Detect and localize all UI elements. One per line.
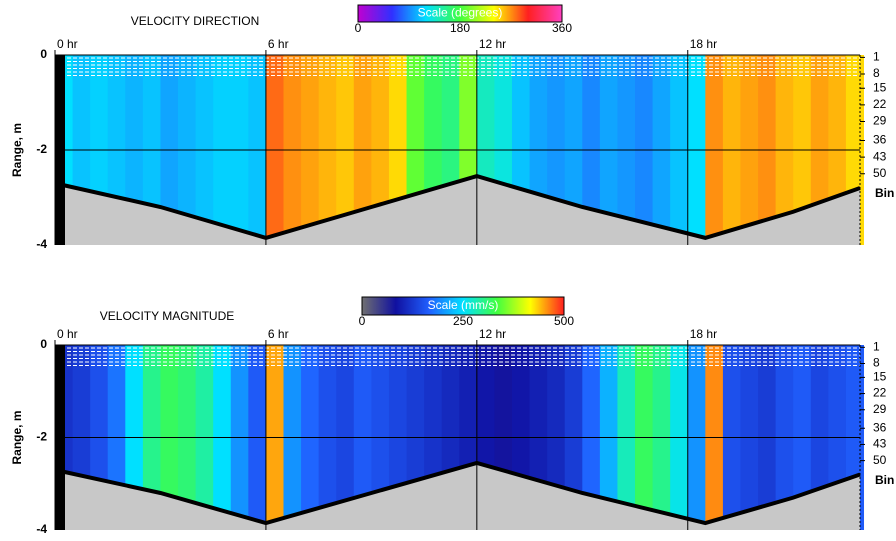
x-tick-label: 12 hr (479, 37, 506, 51)
color-bar-tick-label: 0 (355, 21, 362, 35)
bin-tick-label: 22 (873, 386, 887, 400)
color-bar-label: Scale (degrees) (418, 6, 503, 20)
color-bar (361, 296, 565, 316)
bin-tick-label: 36 (873, 133, 887, 147)
bin-tick-label: 22 (873, 97, 887, 111)
y-axis-label: Range, m (10, 123, 24, 177)
color-bar-tick-label: 500 (554, 314, 574, 328)
bin-tick-label: 43 (873, 437, 887, 451)
bin-tick-label: 50 (873, 166, 887, 180)
bin-tick-label: 15 (873, 370, 887, 384)
bin-tick-label: 1 (873, 339, 880, 353)
bin-tick-label: 36 (873, 420, 887, 434)
x-tick-label: 0 hr (57, 37, 78, 51)
y-tick-label: -2 (36, 142, 47, 156)
y-tick-label: 0 (40, 47, 47, 61)
bin-tick-label: 15 (873, 80, 887, 94)
y-tick-label: 0 (40, 337, 47, 351)
bin-tick-label: 29 (873, 402, 887, 416)
bin-tick-label: 8 (873, 66, 880, 80)
chart-title: VELOCITY MAGNITUDE (100, 309, 234, 323)
x-tick-label: 18 hr (690, 37, 717, 51)
bin-tick-label: 50 (873, 453, 887, 467)
x-tick-label: 0 hr (57, 327, 78, 341)
x-tick-label: 6 hr (268, 37, 289, 51)
bin-tick-label: 29 (873, 114, 887, 128)
x-tick-label: 6 hr (268, 327, 289, 341)
y-axis-label: Range, m (10, 410, 24, 464)
y-tick-label: -2 (36, 430, 47, 444)
x-tick-label: 18 hr (690, 327, 717, 341)
bin-tick-label: 8 (873, 356, 880, 370)
color-bar-label: Scale (mm/s) (428, 298, 499, 312)
color-bar (357, 4, 563, 23)
color-bar-tick-label: 180 (450, 21, 470, 35)
y-tick-label: -4 (36, 237, 47, 251)
bin-tick-label: 1 (873, 50, 880, 64)
bin-tick-label: 43 (873, 149, 887, 163)
color-bar-tick-label: 0 (359, 314, 366, 328)
bin-label: Bin (875, 473, 894, 487)
x-tick-label: 12 hr (479, 327, 506, 341)
color-bar-tick-label: 250 (453, 314, 473, 328)
bin-label: Bin (875, 186, 894, 200)
color-bar-tick-label: 360 (552, 21, 572, 35)
y-tick-label: -4 (36, 522, 47, 536)
chart-title: VELOCITY DIRECTION (131, 14, 259, 28)
